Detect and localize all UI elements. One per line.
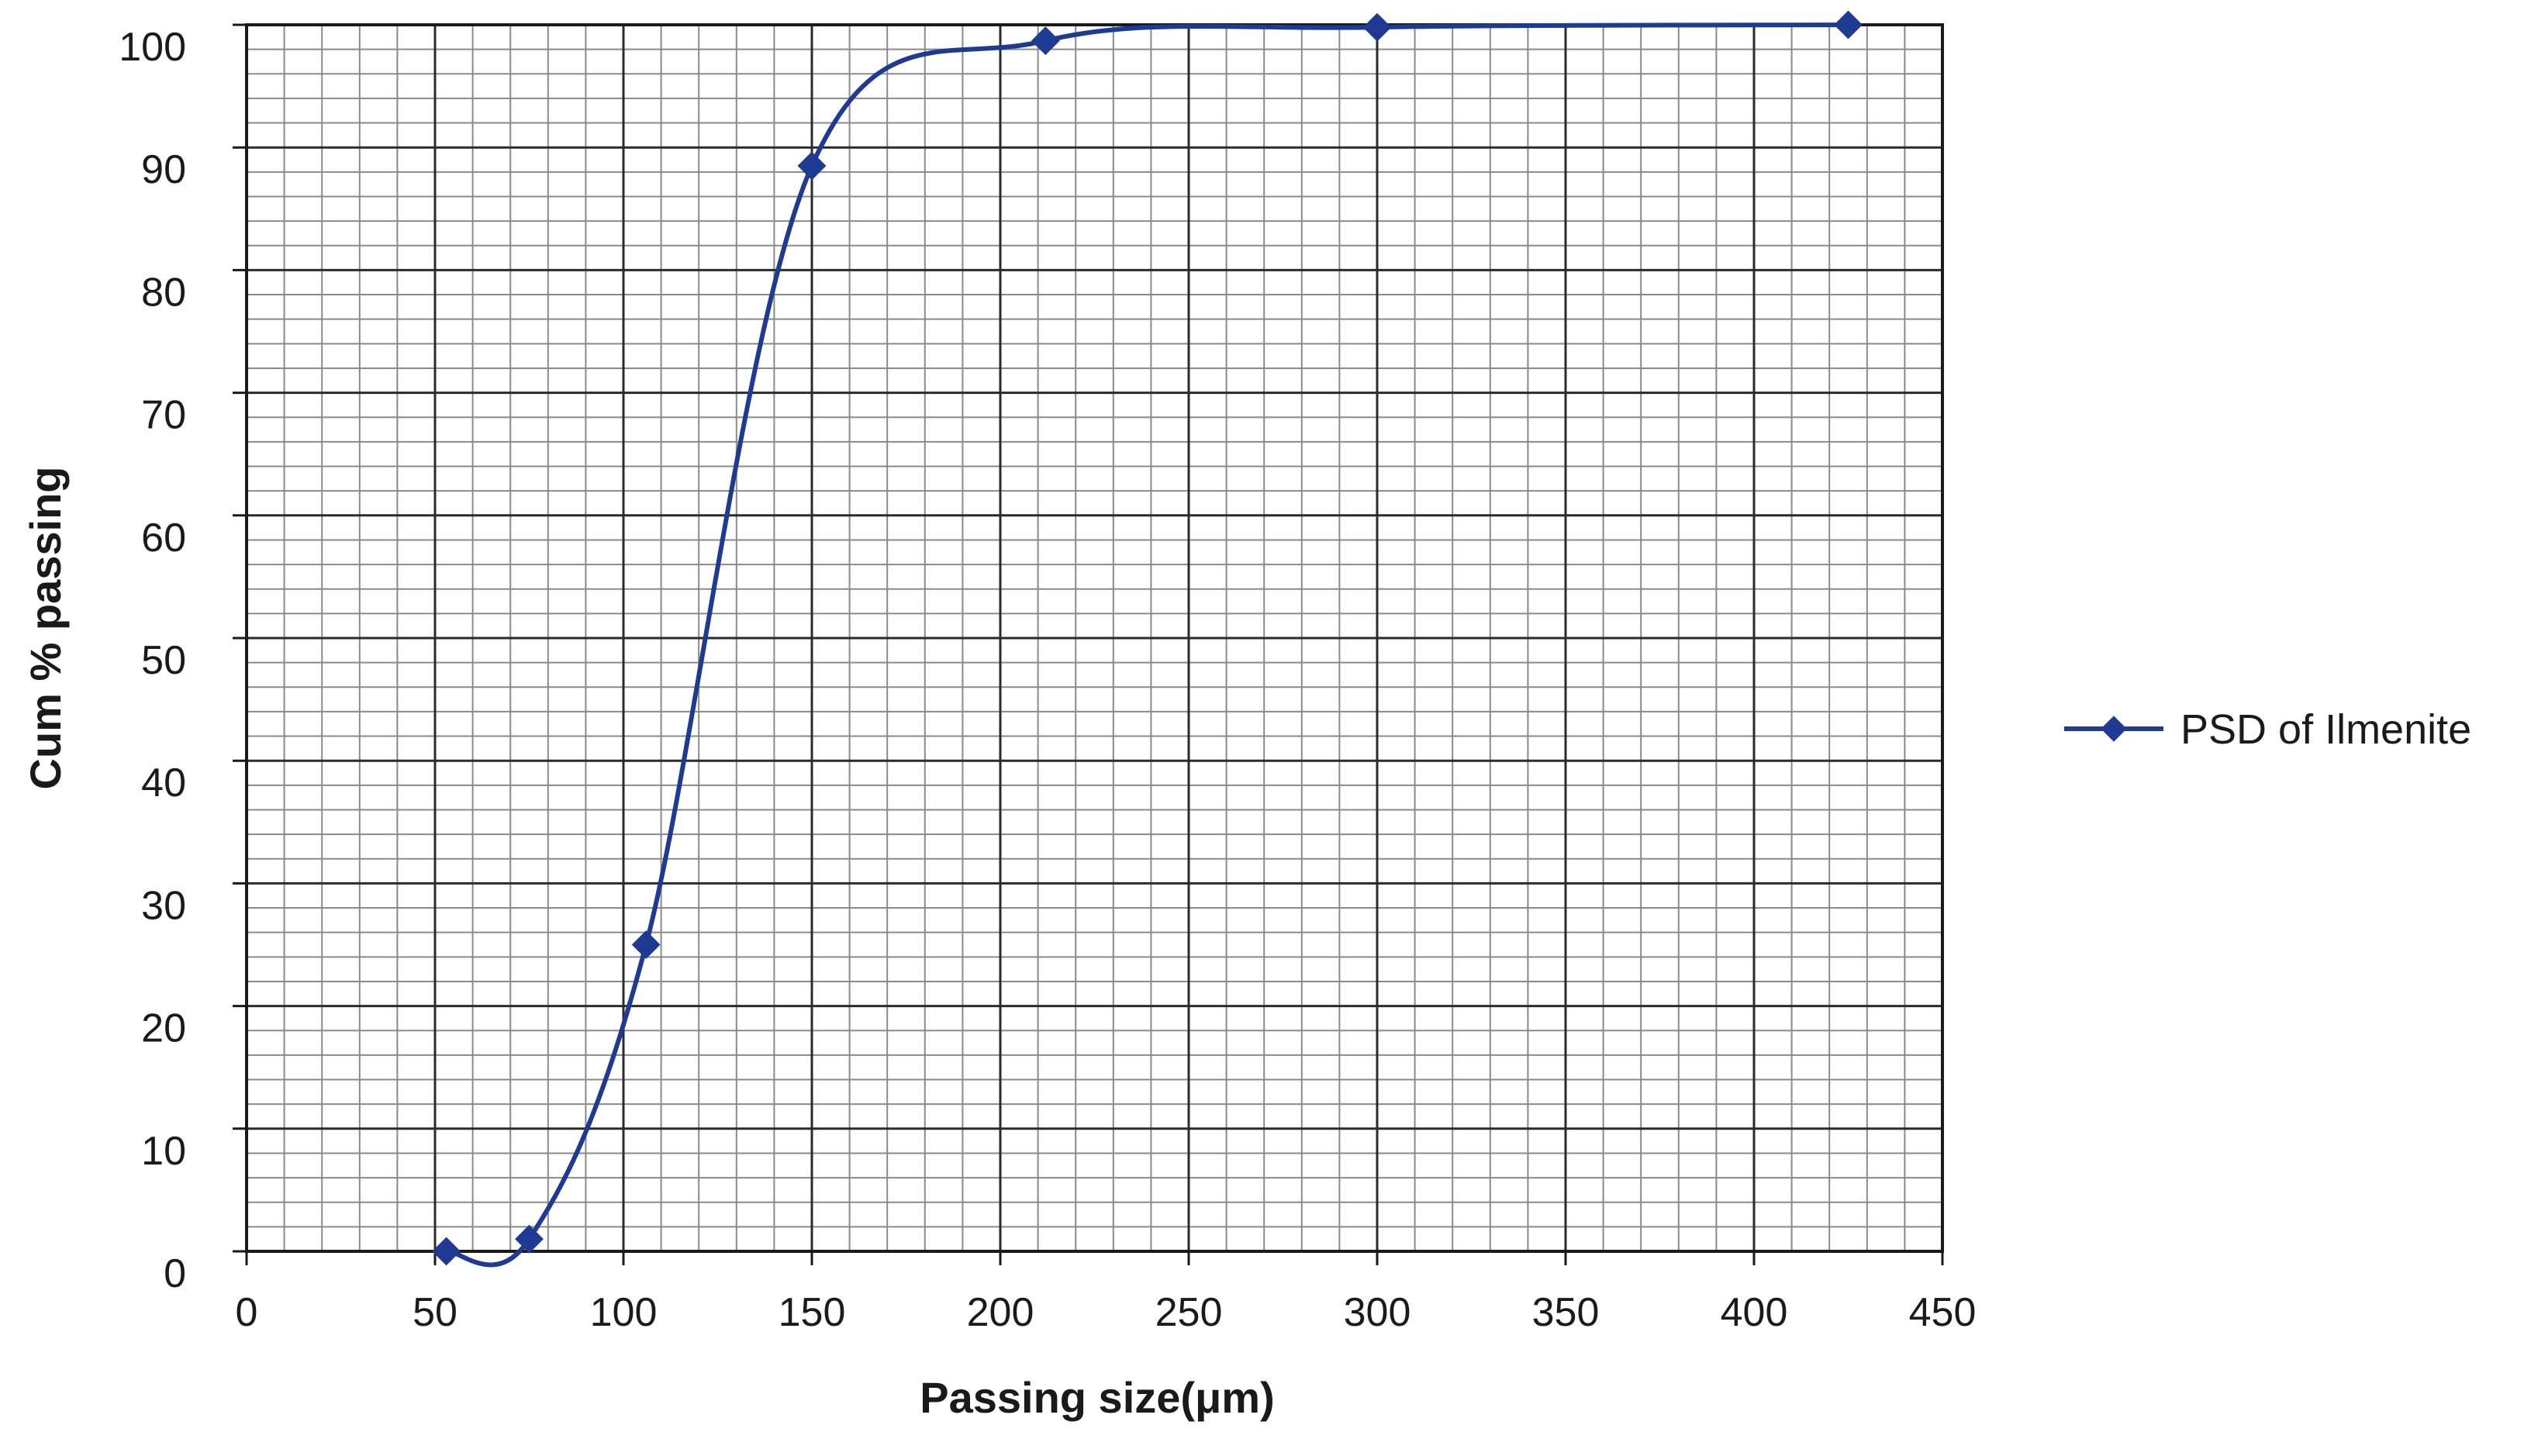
x-tick-label: 0 xyxy=(236,1290,258,1335)
y-tick-label: 10 xyxy=(141,1129,186,1174)
data-point-diamond xyxy=(515,1224,544,1254)
y-tick-label: 70 xyxy=(141,393,186,438)
major-gridlines xyxy=(245,23,1944,1253)
y-tick-label: 60 xyxy=(141,516,186,561)
x-tick-label: 150 xyxy=(779,1290,846,1335)
x-tick-label: 300 xyxy=(1344,1290,1411,1335)
y-tick-label: 40 xyxy=(141,761,186,806)
y-tick-label: 30 xyxy=(141,883,186,928)
y-axis-title: Cum % passing xyxy=(21,467,70,790)
y-axis-ticks: 0 10 20 30 40 50 60 70 80 90 100 xyxy=(119,23,247,1296)
x-tick-label: 450 xyxy=(1909,1290,1977,1335)
x-tick-label: 400 xyxy=(1721,1290,1788,1335)
data-point-diamond xyxy=(1031,26,1060,55)
y-tick-label: 100 xyxy=(119,25,186,70)
data-point-diamond xyxy=(797,151,827,181)
y-tick-label: 80 xyxy=(141,270,186,315)
x-tick-label: 250 xyxy=(1155,1290,1223,1335)
data-point-diamond xyxy=(432,1237,461,1266)
series-layer xyxy=(432,10,1863,1268)
legend: PSD of Ilmenite xyxy=(2064,706,2471,753)
legend-marker-diamond-icon xyxy=(2101,716,2127,742)
x-axis-ticks: 0 50 100 150 200 250 300 350 400 450 xyxy=(236,1251,1977,1335)
y-tick-label: 90 xyxy=(141,147,186,192)
legend-label: PSD of Ilmenite xyxy=(2180,706,2471,753)
data-point-diamond xyxy=(1362,12,1392,42)
y-tick-label: 20 xyxy=(141,1006,186,1051)
x-tick-label: 50 xyxy=(413,1290,457,1335)
y-tick-label: 0 xyxy=(164,1251,186,1296)
x-tick-label: 200 xyxy=(967,1290,1034,1335)
y-tick-label: 50 xyxy=(141,638,186,683)
data-point-diamond xyxy=(1834,10,1863,40)
x-tick-label: 100 xyxy=(590,1290,658,1335)
data-point-diamond xyxy=(631,930,661,959)
x-tick-label: 350 xyxy=(1532,1290,1600,1335)
x-axis-title: Passing size(μm) xyxy=(920,1373,1275,1422)
